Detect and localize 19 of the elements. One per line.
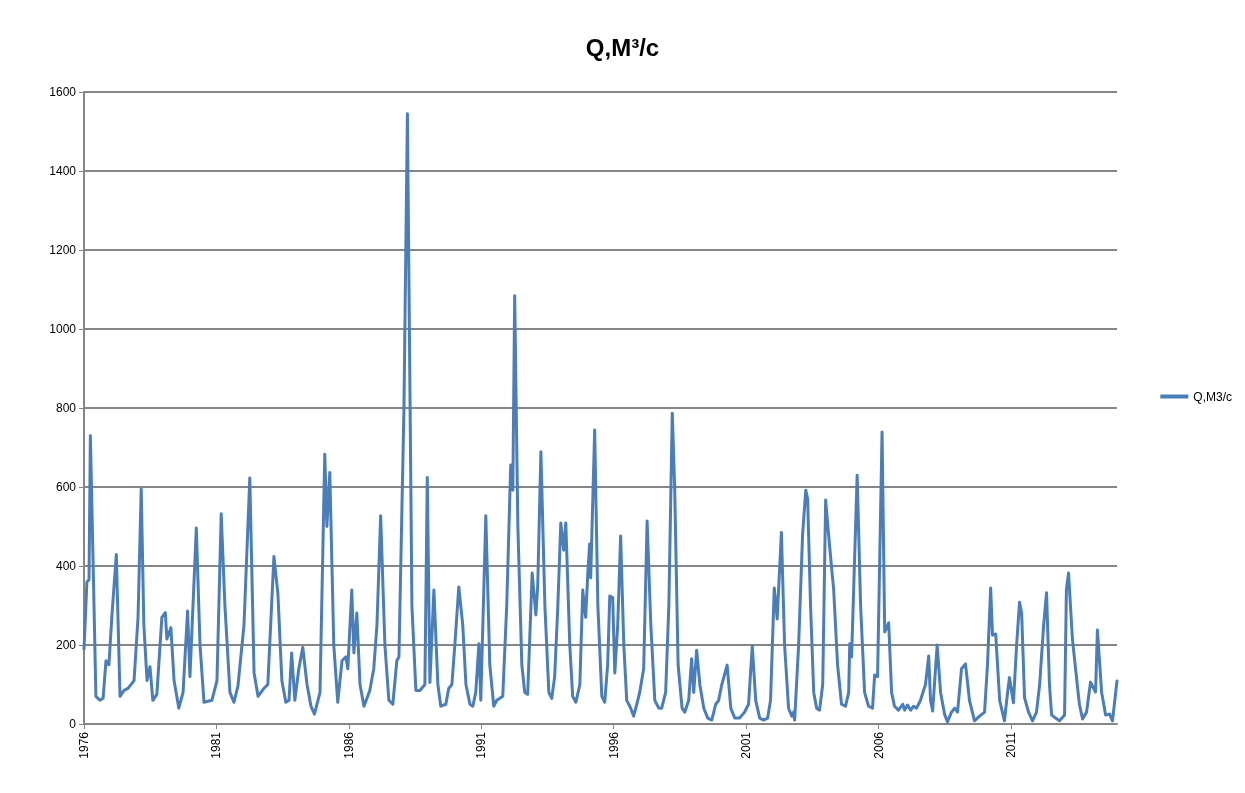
legend-label: Q,M3/c: [1193, 389, 1232, 404]
x-tick-label: 2001: [739, 731, 754, 759]
x-tick-label: 2006: [871, 731, 886, 759]
x-tick-label: 2011: [1004, 731, 1019, 758]
y-tick-label: 0: [69, 717, 77, 731]
x-tick-label: 1986: [341, 731, 356, 759]
x-tick-label: 1996: [606, 731, 621, 759]
x-tick-label: 1976: [77, 731, 91, 759]
y-tick-label: 200: [55, 638, 77, 652]
x-tick-label: 1981: [209, 731, 224, 759]
x-tick-label: 1991: [474, 731, 489, 759]
y-tick-label: 1200: [49, 243, 77, 257]
y-tick-label: 800: [55, 401, 77, 415]
chart-title: Q,M³/c: [585, 33, 660, 61]
y-tick-label: 600: [55, 480, 77, 494]
y-tick-label: 1000: [49, 322, 77, 336]
y-tick-label: 1600: [49, 85, 77, 99]
y-tick-label: 400: [55, 559, 77, 573]
y-tick-label: 1400: [49, 164, 77, 178]
